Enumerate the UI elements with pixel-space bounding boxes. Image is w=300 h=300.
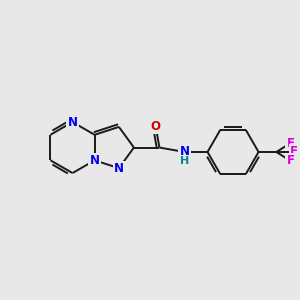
Text: F: F xyxy=(286,136,295,149)
Text: F: F xyxy=(286,154,295,167)
Text: N: N xyxy=(180,146,190,158)
Text: N: N xyxy=(90,154,100,167)
Text: N: N xyxy=(68,116,77,128)
Text: O: O xyxy=(151,120,161,133)
Text: H: H xyxy=(180,156,189,166)
Text: N: N xyxy=(114,162,124,175)
Text: F: F xyxy=(290,146,298,158)
